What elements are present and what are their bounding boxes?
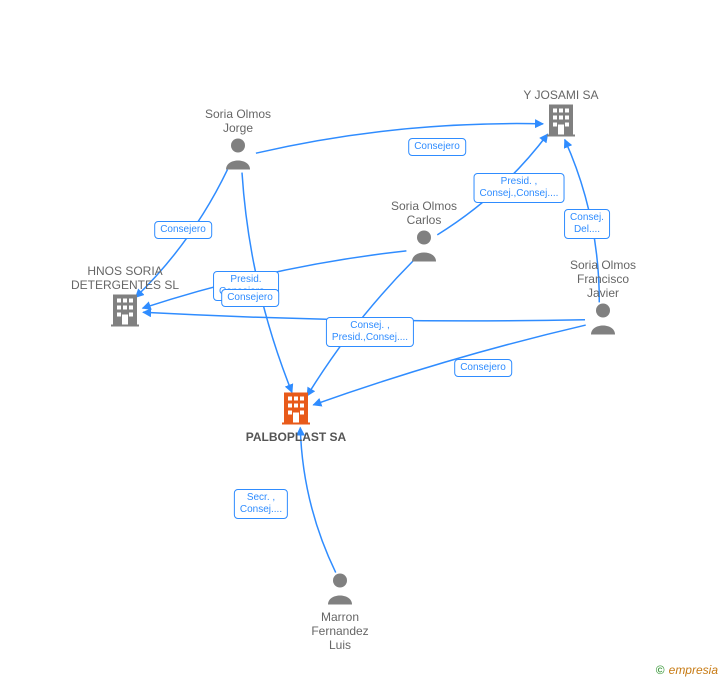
edge-label-javier-palbo: Consejero	[454, 359, 512, 377]
edge-label-carlos-yjosami: Presid. , Consej.,Consej....	[474, 173, 565, 203]
node-yjosami-icon[interactable]	[545, 103, 577, 142]
node-carlos-label: Soria Olmos Carlos	[391, 199, 457, 227]
brand-name: empresia	[669, 663, 718, 677]
diagram-stage: © empresia Soria Olmos Jorge Soria Olmos …	[0, 0, 728, 685]
edge-label-jorge-hnos: Consejero	[154, 221, 212, 239]
edge-label-jorge-yjosami: Consejero	[408, 138, 466, 156]
node-luis-icon[interactable]	[325, 571, 355, 610]
edge-label-javier-hnos: Consej. , Presid.,Consej....	[326, 317, 414, 347]
node-palbo-icon[interactable]	[280, 391, 312, 430]
edge-label-carlos-hnos: Consejero	[221, 289, 279, 307]
copyright-symbol: ©	[656, 663, 665, 677]
node-javier-label: Soria Olmos Francisco Javier	[570, 258, 636, 300]
node-palbo-label: PALBOPLAST SA	[246, 430, 346, 444]
edge-label-luis-palbo: Secr. , Consej....	[234, 489, 288, 519]
node-luis-label: Marron Fernandez Luis	[311, 610, 368, 652]
node-hnos-icon[interactable]	[109, 293, 141, 332]
edge-jorge-yjosami	[256, 124, 543, 154]
node-hnos-label: HNOS SORIA DETERGENTES SL	[71, 264, 179, 292]
node-jorge-icon[interactable]	[223, 136, 253, 175]
watermark: © empresia	[656, 663, 718, 677]
edge-label-javier-yjosami: Consej. Del....	[564, 209, 610, 239]
node-javier-icon[interactable]	[588, 301, 618, 340]
edge-luis-palbo	[300, 427, 335, 572]
node-jorge-label: Soria Olmos Jorge	[205, 107, 271, 135]
node-yjosami-label: Y JOSAMI SA	[523, 88, 598, 102]
node-carlos-icon[interactable]	[409, 228, 439, 267]
